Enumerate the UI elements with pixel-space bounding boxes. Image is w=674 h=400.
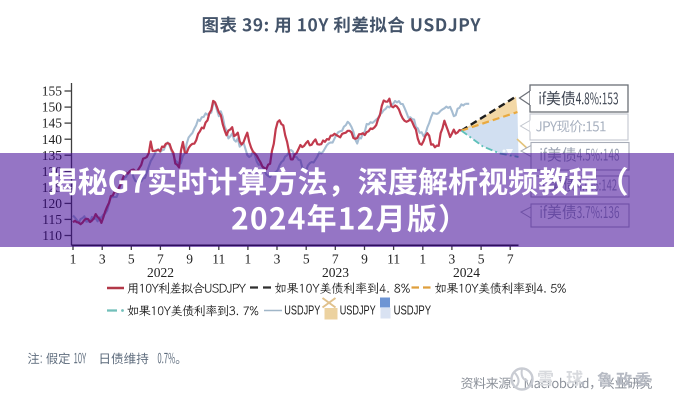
svg-text:11: 11	[212, 252, 225, 267]
svg-text:7: 7	[332, 252, 339, 267]
svg-text:11: 11	[387, 252, 400, 267]
svg-text:5: 5	[478, 252, 485, 267]
svg-text:140: 140	[42, 132, 63, 147]
svg-text:2023: 2023	[322, 265, 349, 280]
svg-text:5: 5	[303, 252, 310, 267]
svg-text:1: 1	[419, 252, 426, 267]
svg-text:1: 1	[70, 252, 77, 267]
svg-text:1: 1	[245, 252, 252, 267]
svg-text:3: 3	[99, 252, 106, 267]
svg-text:5: 5	[128, 252, 135, 267]
svg-text:2022: 2022	[147, 265, 174, 280]
svg-text:USDJPY: USDJPY	[340, 304, 376, 318]
svg-text:7: 7	[157, 252, 164, 267]
svg-text:USDJPY: USDJPY	[394, 304, 432, 318]
svg-text:155: 155	[42, 84, 63, 99]
svg-text:9: 9	[186, 252, 193, 267]
svg-text:USDJPY: USDJPY	[284, 304, 320, 318]
svg-text:7: 7	[507, 252, 514, 267]
svg-text:2024: 2024	[453, 265, 480, 280]
svg-text:3: 3	[449, 252, 456, 267]
svg-text:9: 9	[361, 252, 368, 267]
svg-text:150: 150	[42, 100, 63, 115]
svg-text:145: 145	[42, 116, 63, 131]
svg-text:3: 3	[274, 252, 281, 267]
